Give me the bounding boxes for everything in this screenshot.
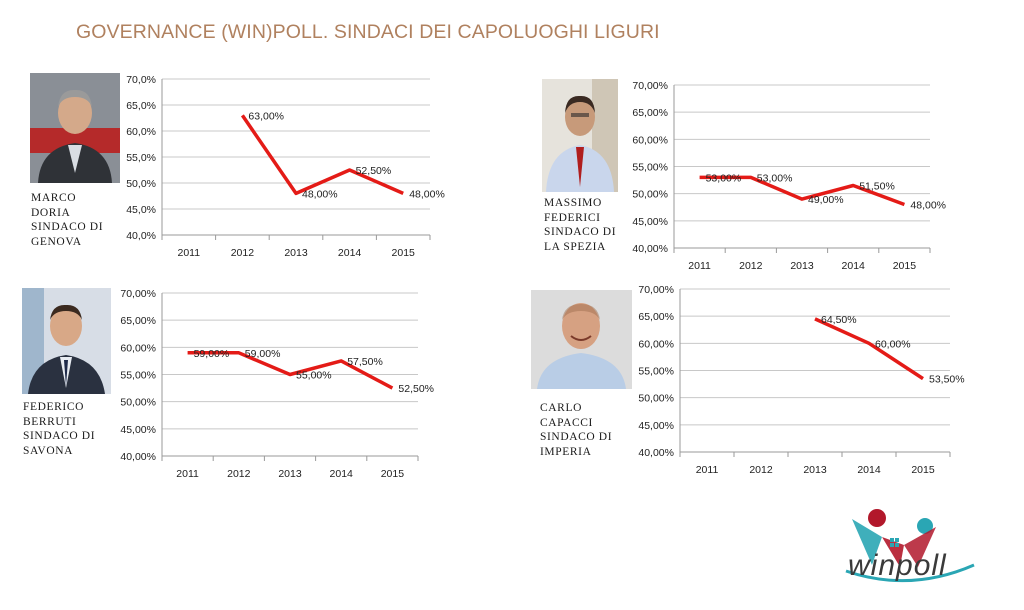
- line-chart-genova: 40,0% 45,0% 50,0% 55,0% 60,0% 65,0% 70,0% 2011 2…: [124, 74, 445, 264]
- y-tick-label: 60,00%: [638, 338, 674, 350]
- x-tick-label: 2012: [231, 247, 255, 259]
- y-tick-label: 50,00%: [638, 393, 674, 405]
- data-label: 55,00%: [296, 370, 332, 382]
- logo-wordmark: winpoll: [848, 549, 947, 582]
- y-tick-label: 45,00%: [632, 216, 668, 228]
- x-tick-label: 2012: [749, 464, 773, 476]
- y-tick-label: 45,0%: [126, 204, 156, 216]
- portrait-photo-imperia: [531, 290, 632, 389]
- data-label: 57,50%: [347, 356, 383, 368]
- data-label: 49,00%: [808, 194, 844, 206]
- x-tick-label: 2014: [330, 468, 354, 480]
- x-tick-label: 2014: [338, 247, 362, 259]
- y-tick-label: 65,00%: [638, 311, 674, 323]
- data-label: 53,00%: [706, 172, 742, 184]
- data-label: 48,00%: [302, 188, 338, 200]
- x-tick-label: 2014: [857, 464, 881, 476]
- portrait-photo-la-spezia: [542, 79, 618, 192]
- data-label: 52,50%: [398, 383, 434, 395]
- y-tick-label: 65,00%: [632, 107, 668, 119]
- person-caption-savona: FEDERICO BERRUTI SINDACO DI SAVONA: [23, 401, 96, 457]
- y-tick-label: 45,00%: [120, 424, 156, 436]
- x-tick-label: 2013: [803, 464, 827, 476]
- x-tick-label: 2011: [688, 260, 711, 272]
- series-line: [240, 114, 404, 196]
- x-tick-label: 2015: [911, 464, 935, 476]
- portrait-photo-savona: [22, 288, 111, 394]
- person-caption-imperia: CARLO CAPACCI SINDACO DI IMPERIA: [540, 402, 613, 458]
- page-title: GOVERNANCE (WIN)POLL. SINDACI DEI CAPOLU…: [76, 21, 660, 43]
- y-tick-label: 60,00%: [632, 134, 668, 146]
- winpoll-logo: winpoll: [840, 505, 980, 595]
- y-tick-label: 50,00%: [632, 189, 668, 201]
- y-tick-label: 40,00%: [120, 451, 156, 463]
- y-tick-label: 70,00%: [120, 288, 156, 300]
- data-label: 53,50%: [929, 374, 965, 386]
- logo-figures-icon: [852, 509, 936, 567]
- y-tick-label: 45,00%: [638, 420, 674, 432]
- x-tick-label: 2011: [696, 464, 719, 476]
- person-caption-la-spezia: MASSIMO FEDERICI SINDACO DI LA SPEZIA: [544, 197, 617, 253]
- chart-svg: 40,00% 45,00% 50,00% 55,00% 60,00% 65,00% 70,0…: [638, 284, 964, 476]
- y-tick-label: 55,00%: [120, 370, 156, 382]
- x-tick-label: 2012: [227, 468, 251, 480]
- x-tick-label: 2011: [176, 468, 199, 480]
- x-tick-label: 2012: [739, 260, 763, 272]
- data-label: 60,00%: [875, 338, 911, 350]
- y-tick-label: 60,00%: [120, 342, 156, 354]
- portrait-photo-genova: [30, 73, 120, 183]
- y-tick-label: 60,0%: [126, 126, 156, 138]
- x-tick-label: 2015: [893, 260, 917, 272]
- x-tick-label: 2011: [178, 247, 201, 259]
- y-tick-label: 55,0%: [126, 152, 156, 164]
- data-label: 64,50%: [821, 314, 857, 326]
- y-tick-label: 40,00%: [632, 243, 668, 255]
- y-tick-label: 70,00%: [638, 284, 674, 296]
- data-label: 63,00%: [248, 110, 284, 122]
- x-tick-label: 2013: [278, 468, 302, 480]
- data-label: 59,00%: [245, 348, 281, 360]
- y-tick-label: 65,0%: [126, 100, 156, 112]
- line-chart-savona: 40,00% 45,00% 50,00% 55,00% 60,00% 65,00% 70,0…: [116, 288, 434, 485]
- chart-svg: 40,0% 45,0% 50,0% 55,0% 60,0% 65,0% 70,0% 2011 2…: [126, 74, 445, 259]
- x-tick-label: 2013: [284, 247, 308, 259]
- person-caption-genova: MARCO DORIA SINDACO DI GENOVA: [31, 192, 104, 248]
- data-label: 52,50%: [356, 165, 392, 177]
- y-tick-label: 40,0%: [126, 230, 156, 242]
- x-tick-label: 2015: [381, 468, 405, 480]
- y-tick-label: 70,00%: [632, 80, 668, 92]
- y-tick-label: 50,0%: [126, 178, 156, 190]
- line-chart-imperia: 40,00% 45,00% 50,00% 55,00% 60,00% 65,00% 70,0…: [634, 284, 964, 481]
- y-tick-label: 40,00%: [638, 447, 674, 459]
- data-label: 59,00%: [194, 348, 230, 360]
- y-tick-label: 65,00%: [120, 315, 156, 327]
- chart-svg: 40,00% 45,00% 50,00% 55,00% 60,00% 65,00% 70,0…: [632, 80, 946, 272]
- data-label: 48,00%: [910, 200, 946, 212]
- x-tick-label: 2015: [392, 247, 416, 259]
- data-label: 51,50%: [859, 181, 895, 193]
- chart-svg: 40,00% 45,00% 50,00% 55,00% 60,00% 65,00% 70,0…: [120, 288, 434, 480]
- x-tick-label: 2014: [842, 260, 866, 272]
- y-tick-label: 50,00%: [120, 397, 156, 409]
- y-tick-label: 55,00%: [632, 162, 668, 174]
- line-chart-la-spezia: 40,00% 45,00% 50,00% 55,00% 60,00% 65,00% 70,0…: [628, 80, 946, 277]
- data-label: 53,00%: [757, 172, 793, 184]
- data-label: 48,00%: [409, 188, 445, 200]
- y-tick-label: 70,0%: [126, 74, 156, 86]
- x-tick-label: 2013: [790, 260, 814, 272]
- y-tick-label: 55,00%: [638, 366, 674, 378]
